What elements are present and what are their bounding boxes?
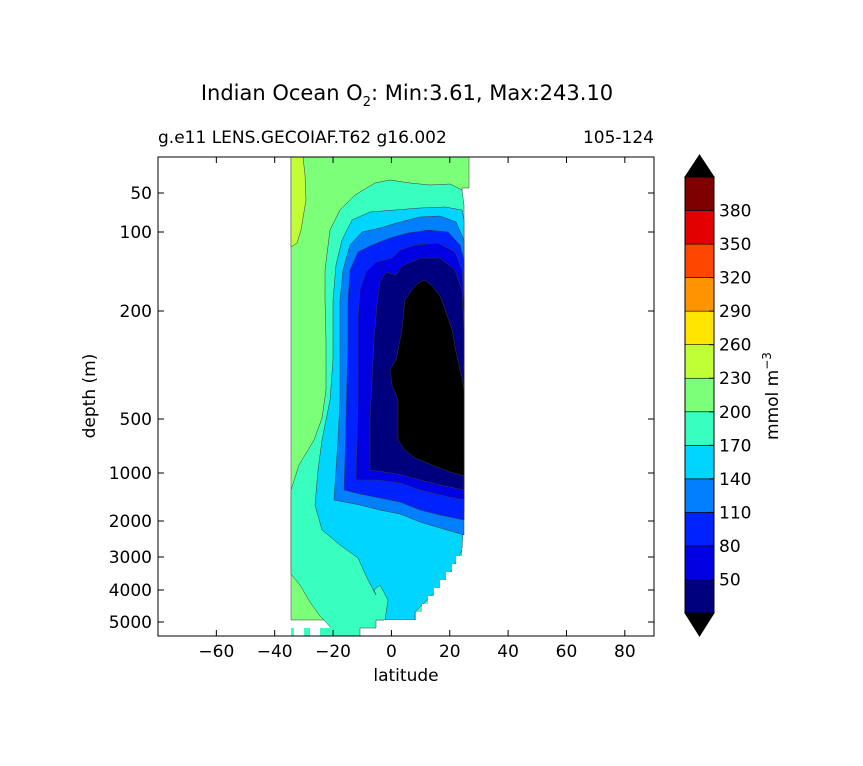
x-tick-label: 0 bbox=[386, 642, 397, 662]
colorbar-extend-max bbox=[684, 154, 715, 178]
colorbar-tick-label: 170 bbox=[719, 436, 751, 456]
colorbar-tick-label: 380 bbox=[719, 202, 751, 222]
y-tick-label: 4000 bbox=[109, 581, 152, 601]
x-tick-label: 60 bbox=[556, 642, 578, 662]
colorbar-swatch bbox=[684, 445, 715, 480]
contour-fills bbox=[290, 156, 470, 637]
colorbar-swatch bbox=[684, 545, 715, 580]
chart-title-suffix: : Min:3.61, Max:243.10 bbox=[371, 81, 613, 105]
colorbar-tick-label: 80 bbox=[719, 537, 741, 557]
x-tick-label: 80 bbox=[614, 642, 636, 662]
x-tick-label: −20 bbox=[315, 642, 351, 662]
colorbar-swatch bbox=[684, 277, 715, 312]
colorbar-swatch bbox=[684, 210, 715, 245]
colorbar-extend-min bbox=[684, 612, 715, 637]
chart-title-prefix: Indian Ocean O bbox=[201, 81, 363, 105]
y-tick-label: 3000 bbox=[109, 548, 152, 568]
y-tick-label: 5000 bbox=[109, 613, 152, 633]
colorbar-swatch bbox=[684, 344, 715, 379]
seafloor-gap-1 bbox=[294, 628, 304, 636]
contour-230-260 bbox=[290, 156, 307, 248]
x-axis-label: latitude bbox=[373, 666, 438, 686]
x-axis: −60 −40 −20 0 20 40 60 80 bbox=[198, 157, 636, 662]
contour-below-20 bbox=[389, 279, 465, 477]
colorbar-tick-label: 50 bbox=[719, 570, 741, 590]
colorbar-swatch bbox=[684, 478, 715, 513]
y-axis: 50 100 200 500 1000 2000 3000 4000 5000 bbox=[109, 184, 654, 633]
colorbar-tick-label: 230 bbox=[719, 369, 751, 389]
colorbar-label-superscript: −3 bbox=[760, 352, 774, 370]
chart-title: Indian Ocean O2: Min:3.61, Max:243.10 bbox=[201, 81, 613, 110]
plot-frame bbox=[157, 156, 655, 637]
colorbar-tick-label: 110 bbox=[719, 503, 751, 523]
colorbar-swatch bbox=[684, 176, 715, 211]
colorbar-tick-label: 320 bbox=[719, 269, 751, 289]
colorbar-tick-label: 290 bbox=[719, 302, 751, 322]
colorbar-swatch bbox=[684, 377, 715, 413]
y-tick-label: 200 bbox=[120, 302, 152, 322]
x-tick-label: 20 bbox=[439, 642, 461, 662]
colorbar-label: mmol m−3 bbox=[760, 352, 783, 440]
y-tick-label: 1000 bbox=[109, 464, 152, 484]
chart-title-subscript: 2 bbox=[363, 95, 371, 110]
colorbar-swatch bbox=[684, 512, 715, 547]
colorbar-swatch bbox=[684, 243, 715, 278]
x-tick-label: −60 bbox=[198, 642, 234, 662]
colorbar-tick-label: 200 bbox=[719, 403, 751, 423]
chart-subtitle-left: g.e11 LENS.GECOIAF.T62 g16.002 bbox=[158, 128, 447, 148]
y-tick-label: 2000 bbox=[109, 512, 152, 532]
seafloor-mask bbox=[291, 548, 465, 636]
plot-area: −60 −40 −20 0 20 40 60 80 50 100 200 500 1000 2000 30… bbox=[109, 156, 655, 662]
x-tick-label: −40 bbox=[257, 642, 293, 662]
y-tick-label: 500 bbox=[120, 410, 152, 430]
colorbar-tick-label: 260 bbox=[719, 336, 751, 356]
colorbar-label-text: mmol m bbox=[763, 370, 783, 440]
seafloor-gap-2 bbox=[310, 628, 320, 636]
x-tick-label: 40 bbox=[497, 642, 519, 662]
colorbar-tick-label: 140 bbox=[719, 470, 751, 490]
colorbar-tick-label: 350 bbox=[719, 235, 751, 255]
colorbar-swatch bbox=[684, 579, 715, 614]
colorbar: 50 80 110 140 170 200 230 260 290 320 350 380 bbox=[684, 154, 751, 637]
y-axis-label: depth (m) bbox=[80, 354, 100, 439]
chart-subtitle-right: 105-124 bbox=[583, 128, 654, 148]
y-tick-label: 100 bbox=[120, 223, 152, 243]
y-tick-label: 50 bbox=[130, 184, 152, 204]
colorbar-frame bbox=[684, 176, 715, 614]
colorbar-swatch bbox=[684, 310, 715, 345]
colorbar-swatch bbox=[684, 411, 715, 446]
